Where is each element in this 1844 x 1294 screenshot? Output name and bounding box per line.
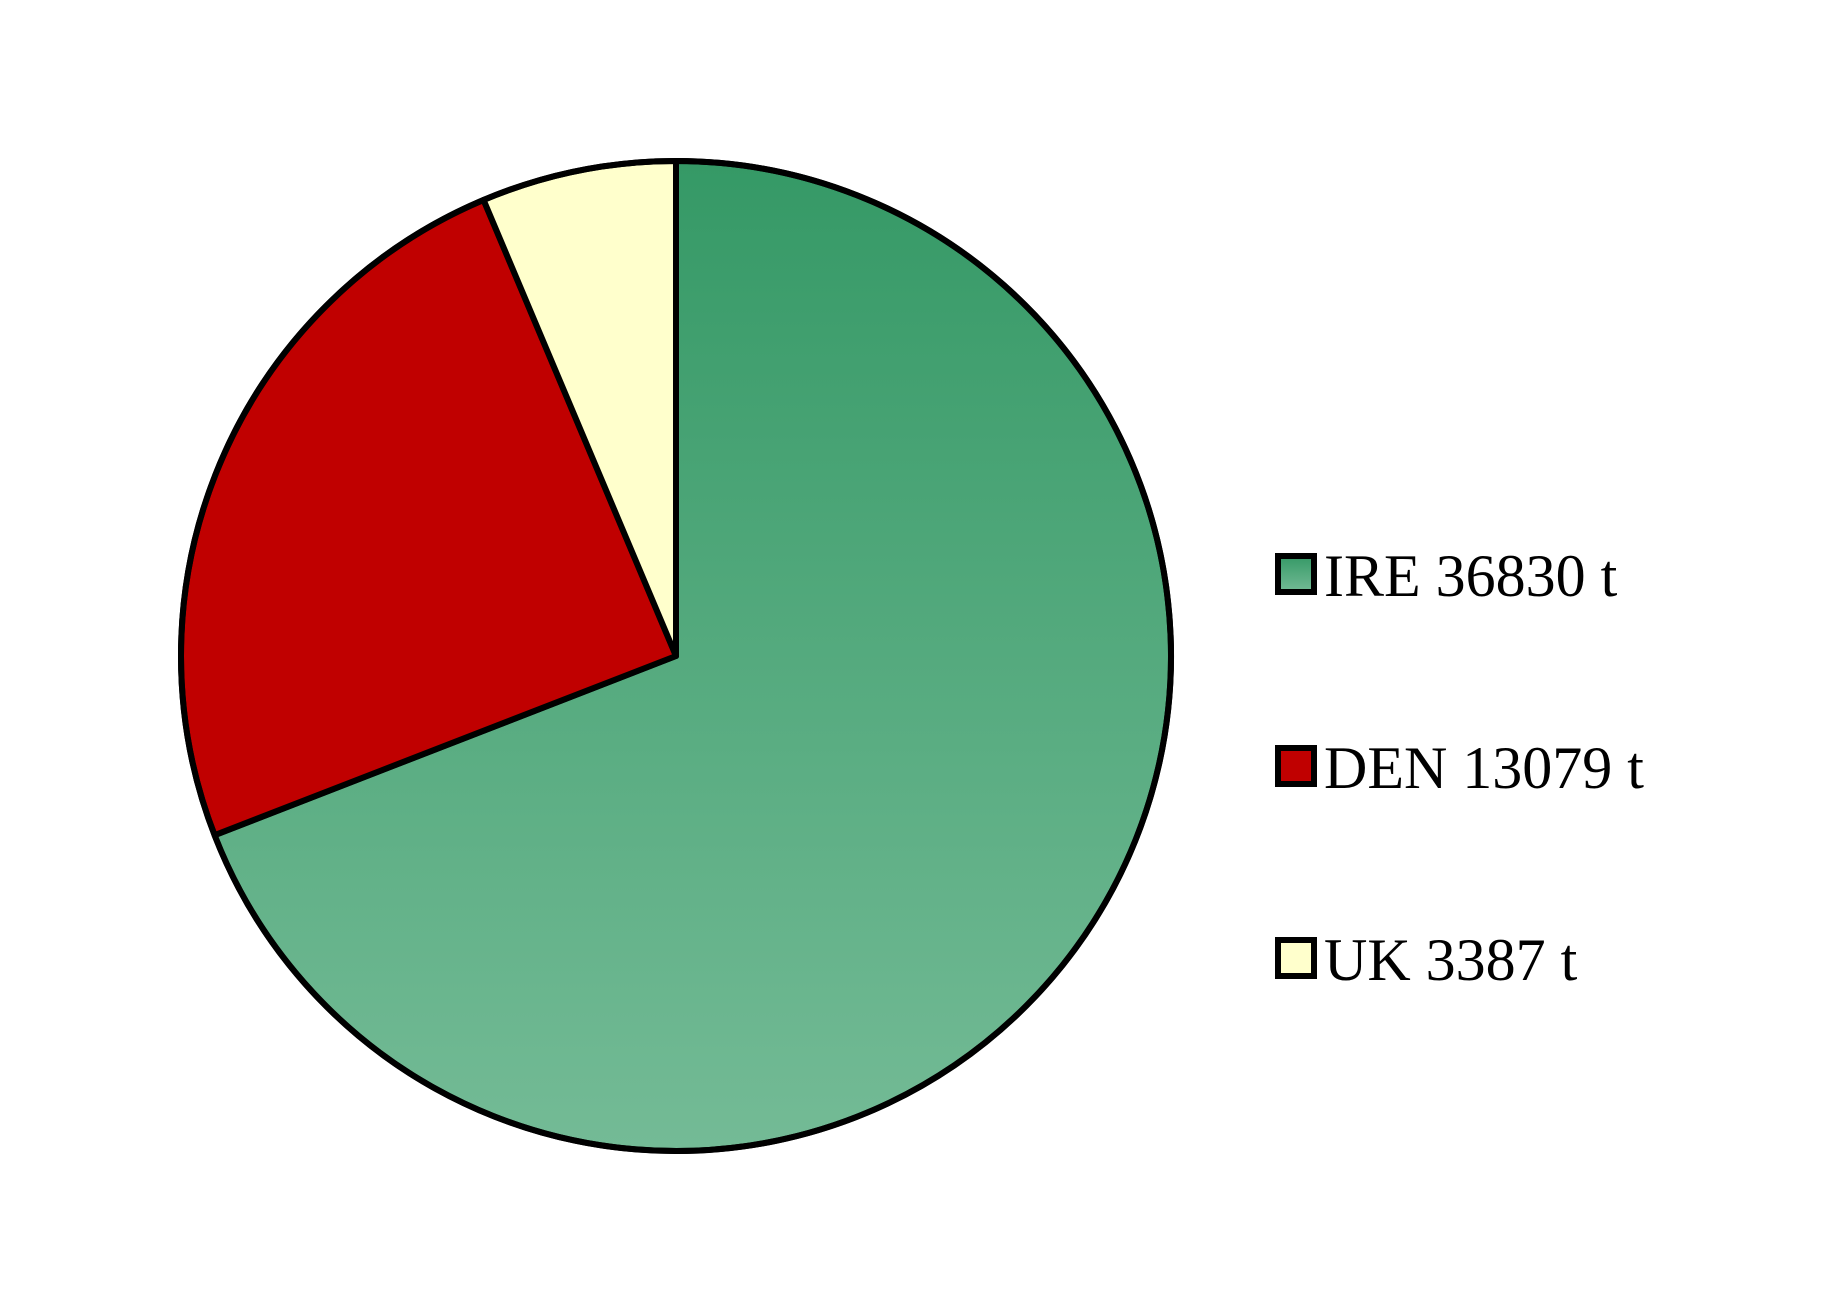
legend-swatch-uk [1275,937,1317,979]
legend: IRE 36830 t DEN 13079 t UK 3387 t [1275,543,1644,993]
legend-label-den: DEN 13079 t [1324,735,1644,801]
pie-slices [178,158,1174,1154]
legend-label-uk: UK 3387 t [1324,927,1578,993]
pie-outline [178,158,1174,1154]
legend-label-ire: IRE 36830 t [1324,543,1618,609]
legend-swatch-den [1275,745,1317,787]
legend-swatch-ire [1275,553,1317,595]
